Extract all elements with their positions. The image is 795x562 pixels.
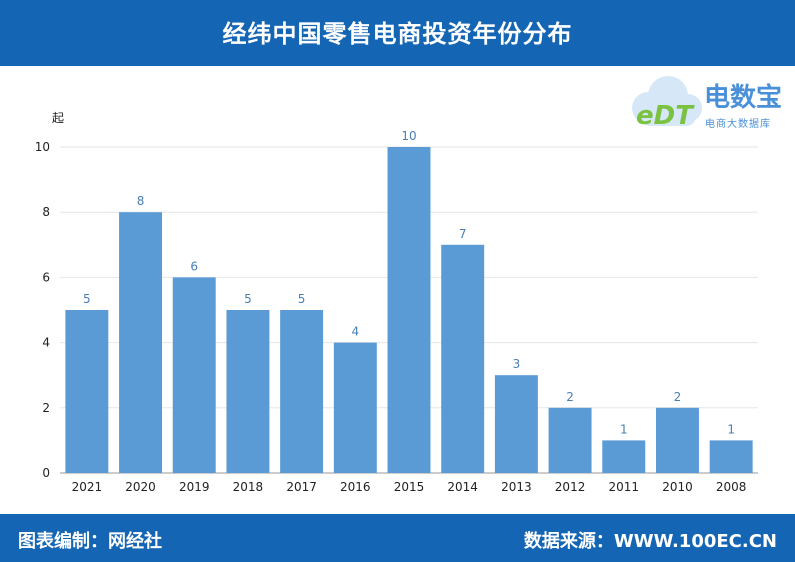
logo: eDT 电数宝 电商大数据库 <box>632 76 782 131</box>
x-tick-label: 2017 <box>286 480 317 494</box>
x-tick-label: 2021 <box>72 480 103 494</box>
data-label: 6 <box>190 259 198 273</box>
data-label: 5 <box>298 292 306 306</box>
footer-credit: 图表编制：网经社 <box>18 531 162 552</box>
page-title: 经纬中国零售电商投资年份分布 <box>222 20 573 48</box>
data-label: 5 <box>244 292 252 306</box>
x-tick-label: 2012 <box>555 480 586 494</box>
y-axis-unit: 起 <box>52 111 65 125</box>
x-tick-label: 2020 <box>125 480 156 494</box>
x-tick-label: 2018 <box>233 480 264 494</box>
x-tick-label: 2019 <box>179 480 210 494</box>
x-tick-label: 2010 <box>662 480 693 494</box>
footer-source: 数据来源：WWW.100EC.CN <box>523 531 777 552</box>
bar <box>280 310 324 473</box>
data-label: 5 <box>83 292 91 306</box>
bar <box>441 244 485 473</box>
x-tick-label: 2011 <box>608 480 639 494</box>
bar <box>65 310 109 473</box>
bar <box>119 212 163 473</box>
bar <box>387 147 431 473</box>
data-label: 10 <box>401 129 416 143</box>
data-label: 1 <box>620 422 628 436</box>
y-tick-label: 2 <box>42 401 50 415</box>
header-bar: 经纬中国零售电商投资年份分布 <box>0 0 795 66</box>
bar <box>494 375 538 473</box>
y-tick-label: 10 <box>35 140 50 154</box>
bar <box>709 440 753 473</box>
y-tick-label: 8 <box>42 205 50 219</box>
data-label: 3 <box>513 357 521 371</box>
data-label: 2 <box>674 390 682 404</box>
y-tick-label: 0 <box>42 466 50 480</box>
data-label: 4 <box>351 325 359 339</box>
data-label: 2 <box>566 390 574 404</box>
x-tick-label: 2015 <box>394 480 425 494</box>
y-tick-label: 6 <box>42 270 50 284</box>
y-tick-label: 4 <box>42 336 50 350</box>
logo-mark: eDT <box>636 101 695 131</box>
bar <box>655 407 699 473</box>
logo-subtitle: 电商大数据库 <box>705 117 771 130</box>
x-tick-label: 2014 <box>447 480 478 494</box>
bar <box>172 277 216 473</box>
x-tick-label: 2013 <box>501 480 532 494</box>
bar-chart: 0 2 4 6 8 10 5 2021 8 2020 6 2019 5 2018 5 2017 4 2016 10 2… <box>35 129 758 494</box>
cloud-icon <box>632 76 702 126</box>
x-tick-label: 2016 <box>340 480 371 494</box>
logo-brand: 电数宝 <box>704 82 782 113</box>
footer-bar: 图表编制：网经社 数据来源：WWW.100EC.CN <box>0 514 795 562</box>
bar <box>548 407 592 473</box>
bar <box>602 440 646 473</box>
bar <box>333 342 377 473</box>
bar <box>226 310 270 473</box>
data-label: 1 <box>727 422 735 436</box>
data-label: 8 <box>137 194 145 208</box>
x-tick-label: 2008 <box>716 480 747 494</box>
data-label: 7 <box>459 227 467 241</box>
